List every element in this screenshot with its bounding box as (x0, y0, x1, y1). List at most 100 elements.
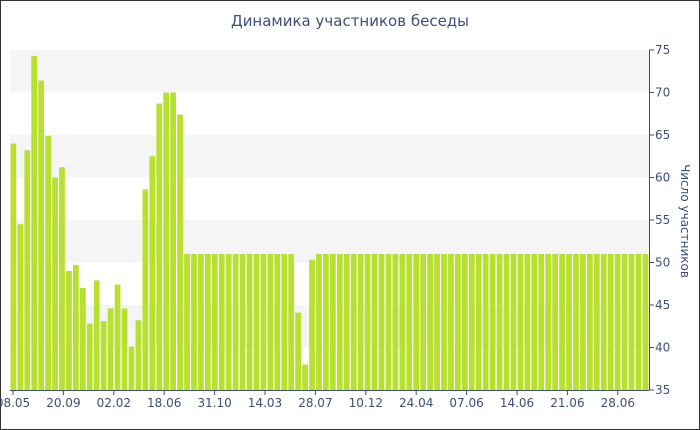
bar (552, 254, 559, 390)
bar (198, 254, 204, 390)
y-tick-label: 55 (655, 213, 670, 227)
bar (566, 254, 572, 390)
bar (573, 254, 579, 390)
bar (336, 254, 343, 390)
bar (475, 254, 482, 390)
bar (635, 254, 642, 390)
bar (114, 284, 121, 390)
bar (24, 150, 31, 390)
bar (73, 265, 79, 390)
bar (614, 254, 621, 390)
bar (399, 254, 406, 390)
grid-band (10, 92, 649, 135)
bar (52, 177, 58, 390)
y-tick-label: 35 (655, 383, 670, 397)
bar (225, 254, 232, 390)
bar (93, 280, 100, 390)
bar (461, 254, 468, 390)
bar (100, 321, 107, 390)
bar (232, 254, 239, 390)
bar (253, 254, 260, 390)
bar (267, 254, 274, 390)
bar (128, 346, 135, 390)
bar (343, 254, 350, 390)
bar (288, 254, 295, 390)
bar (211, 254, 218, 390)
bar (350, 254, 357, 390)
bar (121, 308, 128, 390)
bar (309, 259, 315, 390)
bar (79, 288, 86, 390)
bar (441, 254, 447, 390)
bar (17, 224, 24, 390)
bar-series (10, 55, 649, 391)
bar (538, 254, 545, 390)
y-axis-label: Число участников (678, 164, 692, 278)
bar (482, 254, 489, 390)
y-tick-label: 40 (655, 341, 670, 355)
bar (378, 254, 385, 390)
bar (170, 92, 176, 390)
bar (330, 254, 336, 390)
bar (524, 254, 531, 390)
bar (406, 254, 413, 390)
x-tick-labels: 08.05 20.09 02.02 18.06 31.10 14.03 28.07 10.12… (0, 396, 635, 410)
bar (177, 114, 183, 390)
bar (142, 189, 149, 390)
grid-band (10, 50, 649, 93)
y-tick-label: 75 (655, 43, 670, 57)
bar (156, 103, 163, 391)
x-tick-label: 10.12 (349, 396, 383, 410)
bar (86, 323, 93, 390)
bar (496, 254, 503, 390)
grid-band (10, 177, 649, 220)
bar (448, 254, 454, 390)
bar (621, 254, 628, 390)
x-tick-label: 31.10 (197, 396, 231, 410)
bar (600, 254, 607, 390)
bar (274, 254, 281, 390)
bar (323, 254, 329, 390)
bar (204, 254, 211, 390)
bar (545, 254, 552, 390)
bar (302, 364, 308, 390)
bar (586, 254, 593, 390)
bar (503, 254, 510, 390)
bar (413, 254, 420, 390)
x-tick-label: 20.09 (46, 396, 80, 410)
bar (246, 254, 253, 390)
bar (59, 167, 65, 390)
bar (385, 254, 392, 390)
y-tick-labels: 35 40 45 50 55 60 65 70 75 (655, 43, 670, 397)
bar (260, 254, 267, 390)
bar (420, 254, 427, 390)
bar (642, 254, 649, 390)
bar (593, 254, 600, 390)
bar (281, 254, 288, 390)
x-tick-label: 28.07 (298, 396, 332, 410)
x-tick-label: 21.06 (550, 396, 584, 410)
bar (517, 254, 524, 390)
bar (510, 254, 517, 390)
bar (149, 156, 156, 390)
axes (10, 49, 654, 395)
y-tick-label: 45 (655, 298, 670, 312)
bar (135, 320, 142, 390)
bar (163, 92, 170, 390)
chart-title: Динамика участников беседы (230, 12, 470, 30)
bar (371, 254, 378, 390)
x-tick-label: 18.06 (147, 396, 181, 410)
x-tick-label: 02.02 (97, 396, 131, 410)
bar (316, 254, 322, 390)
bar (628, 254, 635, 390)
bar (45, 135, 51, 390)
x-tick-label: 08.05 (0, 396, 30, 410)
bar (10, 143, 17, 390)
y-tick-label: 65 (655, 128, 670, 142)
bar (559, 254, 565, 390)
bar (489, 254, 496, 390)
x-tick-label: 14.03 (248, 396, 282, 410)
bar (191, 254, 197, 390)
x-tick-label: 28.06 (601, 396, 635, 410)
